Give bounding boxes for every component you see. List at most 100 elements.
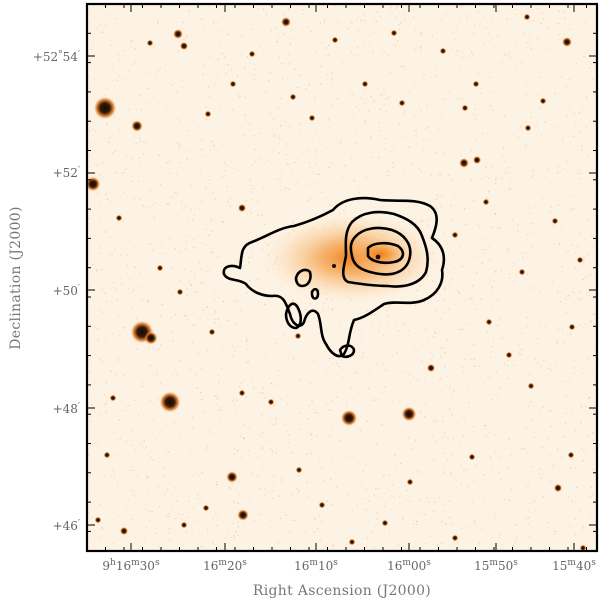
noise-speck [385, 98, 387, 100]
noise-speck [359, 434, 361, 436]
noise-speck [532, 20, 534, 22]
noise-speck [150, 190, 152, 192]
noise-speck [275, 342, 277, 344]
noise-speck [176, 192, 178, 195]
noise-speck [437, 544, 439, 546]
noise-speck [167, 516, 170, 518]
noise-speck [455, 26, 458, 28]
noise-speck [459, 17, 461, 19]
noise-speck [206, 445, 208, 447]
noise-speck [314, 213, 316, 215]
noise-speck [212, 542, 214, 544]
noise-speck [522, 274, 524, 276]
noise-speck [387, 170, 389, 172]
noise-speck [179, 360, 181, 362]
noise-speck [327, 367, 330, 369]
noise-speck [345, 402, 347, 404]
noise-speck [175, 314, 177, 316]
noise-speck [119, 278, 121, 280]
noise-speck [137, 286, 139, 288]
noise-speck [156, 532, 158, 534]
noise-speck [217, 318, 220, 320]
noise-speck [387, 10, 389, 12]
contour-blob-small [310, 287, 320, 300]
noise-speck [254, 68, 256, 70]
noise-speck [351, 32, 353, 34]
noise-speck [159, 117, 161, 119]
noise-speck [187, 219, 189, 221]
noise-speck [123, 191, 125, 193]
noise-speck [417, 471, 419, 473]
noise-speck [376, 523, 378, 525]
noise-speck [105, 411, 107, 413]
noise-speck [306, 481, 308, 483]
noise-speck [178, 145, 181, 147]
noise-speck [520, 12, 523, 14]
noise-speck [151, 419, 154, 421]
noise-speck [347, 28, 349, 30]
noise-speck [310, 197, 313, 199]
star-48 [485, 318, 493, 326]
noise-speck [302, 9, 304, 11]
noise-speck [226, 165, 228, 167]
noise-speck [139, 421, 141, 423]
noise-speck [118, 515, 120, 517]
noise-speck [466, 83, 468, 85]
noise-speck [449, 388, 451, 390]
noise-speck [583, 450, 585, 452]
noise-speck [303, 316, 305, 318]
noise-speck [90, 420, 92, 422]
noise-speck [231, 161, 233, 163]
noise-speck [131, 35, 133, 37]
noise-speck [139, 156, 141, 159]
noise-speck [509, 277, 511, 279]
noise-speck [245, 396, 247, 398]
noise-speck [122, 221, 124, 223]
noise-speck [460, 463, 462, 465]
noise-speck [525, 382, 527, 384]
noise-speck [458, 292, 460, 294]
noise-speck [443, 312, 445, 314]
noise-speck [578, 5, 581, 7]
noise-speck [200, 248, 202, 251]
noise-speck [148, 347, 150, 349]
noise-speck [419, 481, 421, 483]
noise-speck [472, 383, 475, 385]
noise-speck [171, 374, 174, 376]
noise-speck [135, 318, 138, 320]
noise-speck [215, 81, 217, 83]
noise-speck [511, 219, 513, 221]
noise-speck [558, 356, 560, 358]
noise-speck [582, 278, 584, 280]
star-13 [401, 406, 417, 422]
noise-speck [444, 287, 446, 289]
noise-speck [524, 448, 526, 450]
star-54 [439, 47, 447, 55]
noise-speck [136, 476, 139, 478]
noise-speck [220, 367, 222, 370]
noise-speck [433, 511, 435, 513]
noise-speck [301, 437, 303, 439]
noise-speck [223, 380, 226, 382]
noise-speck [324, 378, 327, 380]
noise-speck [308, 508, 310, 510]
noise-speck [395, 361, 397, 363]
noise-speck [249, 279, 251, 281]
noise-speck [569, 195, 571, 197]
noise-speck [263, 387, 265, 389]
noise-speck [143, 536, 145, 538]
noise-speck [461, 6, 463, 8]
noise-speck [458, 69, 460, 71]
noise-speck [542, 390, 544, 392]
noise-speck [243, 424, 245, 426]
noise-speck [443, 300, 445, 302]
noise-speck [434, 75, 437, 77]
noise-speck [291, 29, 293, 31]
noise-speck [218, 516, 220, 518]
noise-speck [421, 34, 423, 36]
noise-speck [530, 48, 532, 50]
noise-speck [573, 114, 575, 116]
noise-speck [217, 374, 219, 376]
noise-speck [140, 442, 142, 444]
noise-speck [101, 527, 103, 529]
